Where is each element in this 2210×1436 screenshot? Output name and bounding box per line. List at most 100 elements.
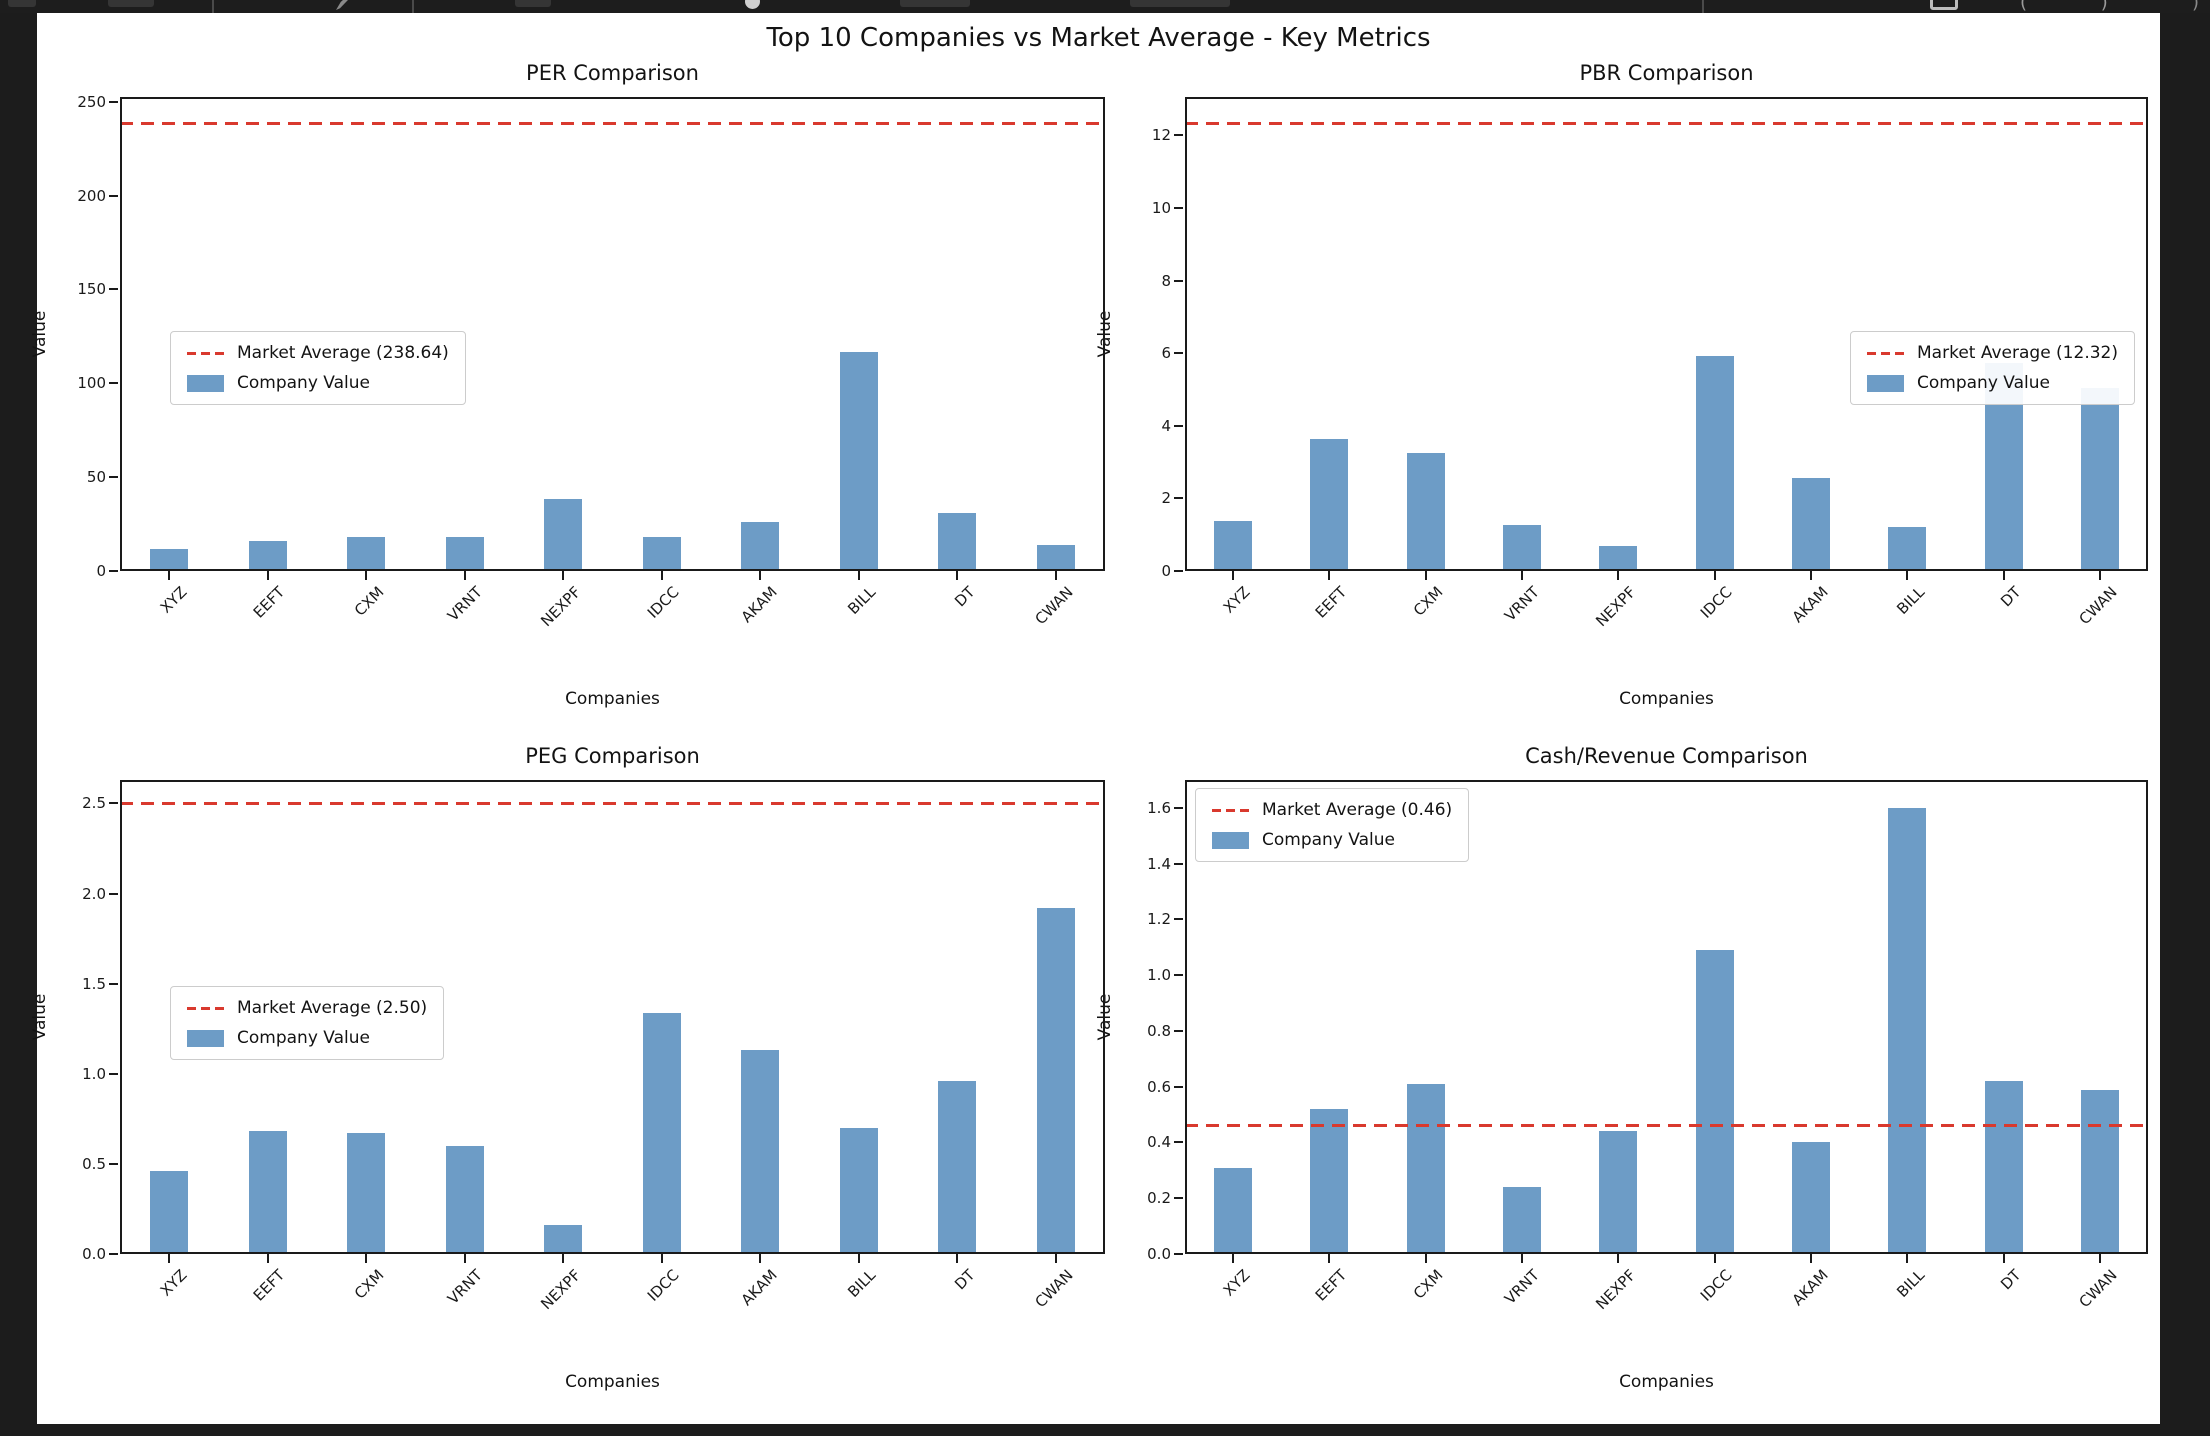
market-average-line xyxy=(1185,122,2148,126)
x-tick-mark xyxy=(1521,571,1524,580)
legend-label: Market Average (12.32) xyxy=(1917,343,2118,363)
x-tick-mark xyxy=(463,571,466,580)
market-average-line xyxy=(1185,1124,2148,1128)
bar-VRNT xyxy=(1503,524,1542,571)
x-tick-mark xyxy=(2098,571,2101,580)
dashed-line-sample xyxy=(1867,351,1904,355)
y-tick-label: 1.2 xyxy=(1147,910,1171,929)
y-tick-mark xyxy=(1174,497,1183,500)
legend-label: Market Average (2.50) xyxy=(237,998,428,1018)
bar-NEXPF xyxy=(544,1225,583,1254)
x-axis-label: Companies xyxy=(565,689,660,709)
x-tick-mark xyxy=(168,1254,171,1263)
save-icon[interactable] xyxy=(1930,0,1958,10)
x-tick-mark xyxy=(857,571,860,580)
toolbar-separator xyxy=(412,0,414,13)
bar-NEXPF xyxy=(1599,1131,1638,1254)
x-axis-label: Companies xyxy=(1619,1372,1714,1392)
bar-AKAM xyxy=(741,1050,780,1254)
bar-CWAN xyxy=(1036,544,1075,571)
bar-VRNT xyxy=(445,537,484,571)
x-tick-mark xyxy=(2002,571,2005,580)
toolbar-separator xyxy=(212,0,214,13)
y-axis-label: Value xyxy=(1095,310,1115,358)
x-tick-mark xyxy=(759,571,762,580)
y-tick-mark xyxy=(1174,1085,1183,1088)
y-tick-label: 0.4 xyxy=(1147,1133,1171,1152)
y-tick-label: 0.0 xyxy=(1147,1245,1171,1263)
x-tick-mark xyxy=(266,1254,269,1263)
x-tick-label: XYZ xyxy=(1220,583,1254,617)
x-tick-label: CXM xyxy=(350,1266,387,1303)
x-tick-label: EEFT xyxy=(249,583,289,622)
y-tick-mark xyxy=(1174,424,1183,427)
dashed-line-sample xyxy=(1212,808,1249,812)
toolbar-fragment-icon xyxy=(1130,0,1230,7)
x-tick-label: VRNT xyxy=(1501,583,1543,625)
toolbar-fragment-icon xyxy=(8,0,36,7)
y-tick-label: 2 xyxy=(1161,489,1171,508)
y-tick-mark xyxy=(1174,570,1183,572)
bar-AKAM xyxy=(741,521,780,571)
subplot-title: PEG Comparison xyxy=(525,744,700,768)
bar-color-swatch xyxy=(187,1029,224,1047)
y-tick-mark xyxy=(1174,862,1183,865)
x-tick-label: CXM xyxy=(350,583,387,620)
bar-DT xyxy=(938,513,977,571)
x-tick-label: VRNT xyxy=(1501,1266,1543,1308)
subplot-peg: PEG Comparison Value Companies XYZ EEFT CXM VR… xyxy=(30,744,1105,1392)
circle-icon[interactable] xyxy=(745,0,760,9)
x-tick-mark xyxy=(660,571,663,580)
bar-color-swatch xyxy=(1867,374,1904,392)
x-tick-label: NEXPF xyxy=(1591,583,1640,631)
y-tick-label: 2.5 xyxy=(82,794,106,813)
x-tick-mark xyxy=(1713,571,1716,580)
window-toolbar: ( )) xyxy=(0,0,2210,13)
bar-CXM xyxy=(1406,1083,1445,1254)
bar-VRNT xyxy=(1503,1187,1542,1254)
cursor-position-readout[interactable]: ( ) xyxy=(2020,0,2142,13)
x-tick-label: BILL xyxy=(844,1266,880,1301)
bar-DT xyxy=(1984,1081,2023,1254)
x-tick-mark xyxy=(1617,571,1620,580)
y-tick-mark xyxy=(109,802,118,805)
x-tick-mark xyxy=(1328,571,1331,580)
y-tick-mark xyxy=(109,100,118,103)
x-tick-mark xyxy=(365,571,368,580)
bar-AKAM xyxy=(1791,1142,1830,1254)
legend-label: Market Average (238.64) xyxy=(237,343,449,363)
x-tick-label: NEXPF xyxy=(536,1266,584,1314)
x-tick-label: EEFT xyxy=(1311,583,1351,622)
legend-item-company-value: Company Value xyxy=(187,373,449,393)
pencil-icon[interactable] xyxy=(336,0,352,10)
x-tick-mark xyxy=(463,1254,466,1263)
toolbar-fragment-glyph[interactable]: ) xyxy=(2192,0,2200,13)
x-tick-mark xyxy=(1809,1254,1812,1263)
x-tick-label: CWAN xyxy=(1031,1266,1077,1312)
bar-BILL xyxy=(1888,807,1927,1254)
market-average-line xyxy=(120,801,1105,805)
x-tick-mark xyxy=(956,571,959,580)
x-tick-label: CXM xyxy=(1409,1266,1447,1303)
x-tick-mark xyxy=(1906,1254,1909,1263)
x-tick-mark xyxy=(660,1254,663,1263)
x-tick-label: NEXPF xyxy=(536,583,584,631)
x-tick-label: NEXPF xyxy=(1591,1266,1640,1314)
x-tick-label: EEFT xyxy=(1311,1266,1351,1305)
x-tick-label: DT xyxy=(950,1266,978,1294)
x-tick-mark xyxy=(1054,571,1057,580)
bar-BILL xyxy=(1888,526,1927,571)
y-tick-label: 1.0 xyxy=(82,1064,106,1083)
x-tick-mark xyxy=(562,1254,565,1263)
bar-BILL xyxy=(839,352,878,571)
dashed-line-sample xyxy=(187,1006,224,1010)
figure-title: Top 10 Companies vs Market Average - Key… xyxy=(766,23,1431,53)
y-tick-label: 1.4 xyxy=(1147,854,1171,873)
y-tick-label: 0 xyxy=(96,562,106,580)
bar-EEFT xyxy=(248,1131,287,1254)
x-tick-label: XYZ xyxy=(1220,1266,1254,1300)
y-tick-label: 8 xyxy=(1161,271,1171,290)
x-tick-label: IDCC xyxy=(1696,583,1736,622)
y-tick-mark xyxy=(1174,207,1183,210)
x-tick-mark xyxy=(365,1254,368,1263)
